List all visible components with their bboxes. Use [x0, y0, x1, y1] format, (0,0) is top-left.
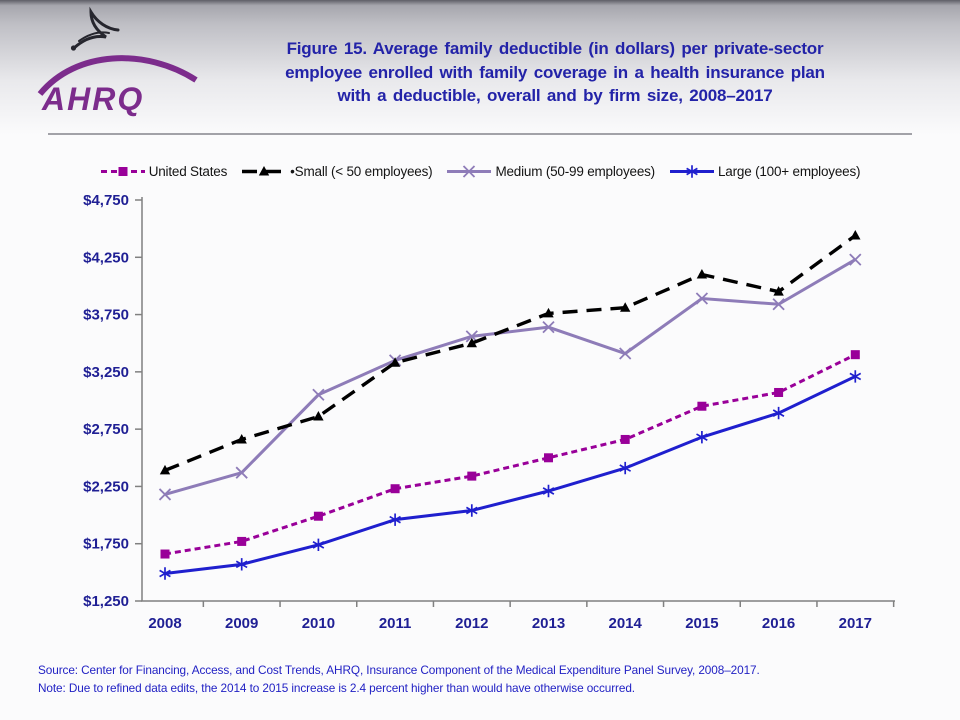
y-axis-label: $2,750 [83, 421, 129, 438]
legend-label: Large (100+ employees) [717, 163, 861, 179]
hhs-eagle-icon [70, 6, 120, 51]
legend-item: United States [100, 164, 227, 179]
legend-item: Large (100+ employees) [669, 163, 861, 179]
y-axis-label: $4,750 [83, 195, 129, 209]
legend-marker-triangle-icon [242, 165, 287, 175]
y-axis-label: $1,250 [83, 593, 129, 610]
legend: United States •Small (< 50 employees) Medi… [0, 158, 960, 184]
source-note: Source: Center for Financing, Access, an… [38, 663, 760, 677]
title-line-2: employee enrolled with family coverage i… [285, 62, 825, 82]
series-square [160, 350, 860, 559]
x-axis-label: 2011 [379, 615, 412, 632]
header-separator [48, 133, 912, 135]
legend-marker-square-icon [100, 166, 145, 176]
legend-item: Medium (50-99 employees) [446, 164, 655, 179]
legend-label: United States [148, 163, 228, 179]
y-axis-label: $3,250 [83, 364, 129, 381]
series-asterisk [159, 370, 862, 580]
x-axis-labels: 2008 2009 2010 2011 2012 2013 2014 2015 2016 2017 [148, 615, 872, 632]
legend-marker-asterisk-icon [669, 164, 714, 178]
series-line [164, 258, 857, 496]
title-line-1: Figure 15. Average family deductible (in… [286, 39, 824, 58]
series-line [164, 353, 856, 556]
ahrq-wordmark: AHRQ [37, 55, 198, 117]
page-title: Figure 15. Average family deductible (in… [192, 37, 918, 108]
x-axis-label: 2009 [225, 615, 258, 632]
y-axis-label: $2,250 [83, 478, 129, 495]
header-band [0, 0, 960, 135]
y-axis-label: $3,750 [83, 307, 129, 324]
ahrq-logo: AHRQ [36, 4, 206, 130]
y-axis-label: $1,750 [83, 536, 129, 553]
x-axis-label: 2016 [762, 615, 795, 632]
y-axis-labels: $1,250 $1,750 $2,250 $2,750 $3,250 $3,750 $4,2… [83, 192, 129, 610]
data-edit-note: Note: Due to refined data edits, the 201… [38, 680, 635, 695]
legend-label: Medium (50-99 employees) [495, 163, 655, 179]
x-axis-label: 2013 [532, 615, 565, 632]
x-axis-label: 2015 [685, 615, 718, 632]
legend-label: •Small (< 50 employees) [290, 163, 433, 179]
ahrq-logo-text: AHRQ [41, 81, 144, 117]
line-chart-canvas: $1,250 $1,750 $2,250 $2,750 $3,250 $3,750 $4,2… [83, 192, 895, 632]
axes [135, 197, 895, 607]
x-axis-label: 2014 [609, 615, 643, 632]
footer: Source: Center for Financing, Access, an… [38, 662, 940, 697]
x-axis-label: 2010 [302, 615, 335, 632]
chart: $1,250 $1,750 $2,250 $2,750 $3,250 $3,750 $4,2… [0, 192, 960, 645]
legend-marker-x-cross-icon [447, 164, 492, 178]
series-triangle [159, 230, 861, 475]
x-axis-label: 2017 [839, 615, 872, 632]
legend-item: •Small (< 50 employees) [241, 163, 433, 179]
x-axis-label: 2012 [455, 615, 488, 632]
title-line-3: with a deductible, overall and by firm s… [337, 86, 773, 105]
x-axis-label: 2008 [148, 615, 181, 632]
series-line [164, 234, 857, 472]
series-x-cross [158, 253, 862, 501]
y-axis-label: $4,250 [83, 249, 129, 266]
series-line [164, 375, 856, 575]
